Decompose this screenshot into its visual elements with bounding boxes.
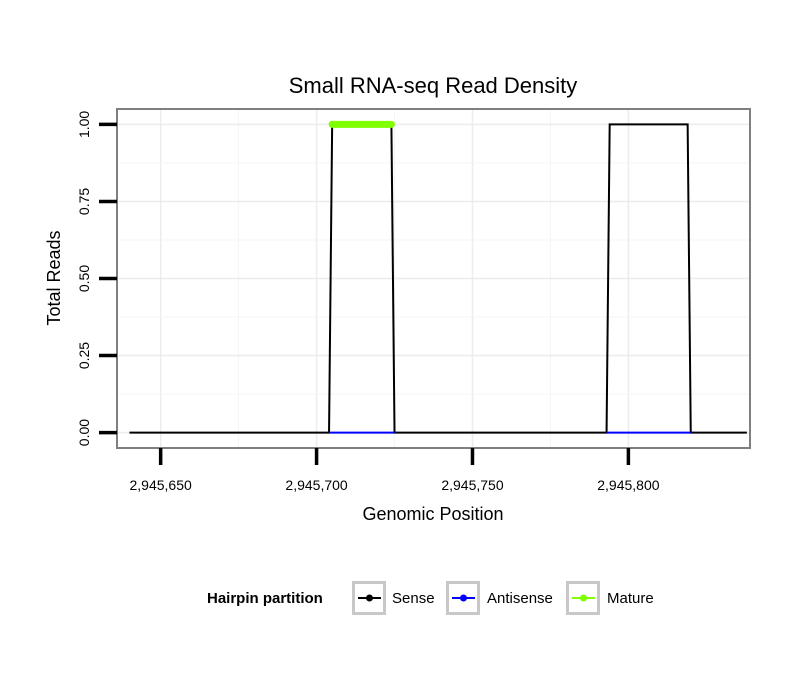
y-tick-label: 0.25: [76, 342, 92, 369]
x-tick-label: 2,945,700: [285, 477, 347, 493]
legend-key-dot: [580, 594, 587, 602]
series-sense: [129, 123, 747, 434]
y-axis: 0.00 0.25 0.50 0.75 1.00: [76, 111, 117, 446]
legend-key-antisense: [446, 581, 480, 615]
y-tick-label: 0.75: [76, 188, 92, 215]
sense-line: [129, 123, 747, 434]
legend-key-mature: [566, 581, 600, 615]
legend-label: Sense: [392, 590, 435, 607]
series-layer: [129, 120, 747, 434]
x-tick-label: 2,945,650: [130, 477, 192, 493]
legend-title: Hairpin partition: [207, 590, 323, 607]
chart-title: Small RNA-seq Read Density: [289, 73, 578, 98]
legend-label: Mature: [607, 590, 654, 607]
legend-key-sense: [352, 581, 386, 615]
x-axis-title: Genomic Position: [362, 504, 503, 524]
x-tick-label: 2,945,750: [441, 477, 503, 493]
x-tick-label: 2,945,800: [597, 477, 659, 493]
y-tick-label: 0.00: [76, 419, 92, 446]
grid-lines: [117, 109, 750, 448]
legend-label: Antisense: [487, 590, 553, 607]
legend-key-dot: [460, 594, 467, 602]
x-axis: 2,945,650 2,945,700 2,945,750 2,945,800: [130, 448, 660, 493]
legend: Hairpin partition Sense Antisense Mature: [207, 581, 654, 615]
legend-key-dot: [366, 594, 373, 602]
y-tick-label: 1.00: [76, 111, 92, 138]
y-axis-title: Total Reads: [44, 230, 64, 325]
y-tick-label: 0.50: [76, 265, 92, 292]
